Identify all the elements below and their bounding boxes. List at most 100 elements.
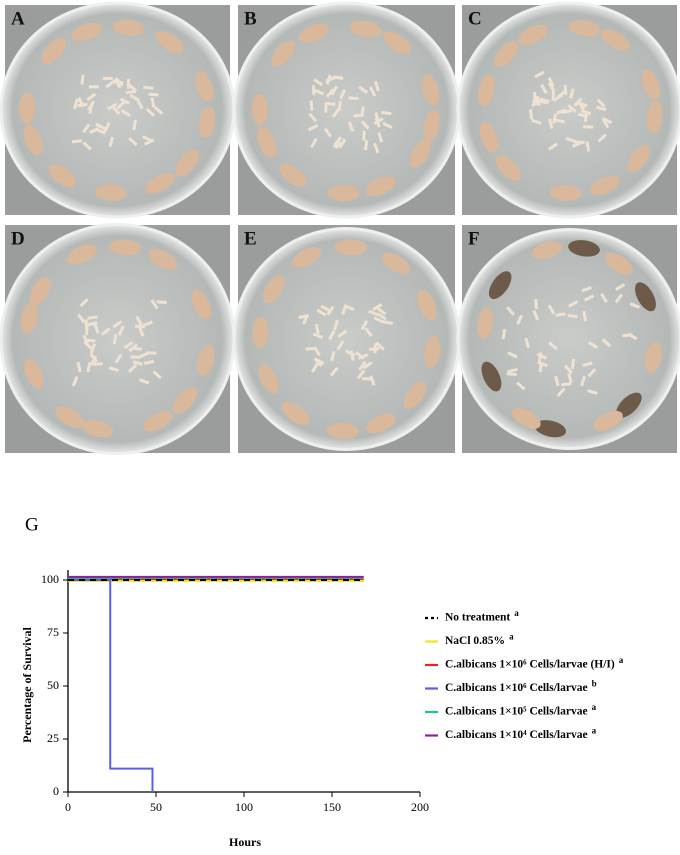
wood-shaving xyxy=(501,329,507,340)
wood-shaving xyxy=(601,117,613,125)
wood-shaving xyxy=(132,360,143,366)
wood-shaving xyxy=(567,373,573,384)
larva xyxy=(627,145,651,173)
larva xyxy=(55,406,85,428)
wood-shaving xyxy=(316,308,327,317)
wood-shaving xyxy=(358,85,369,94)
larva xyxy=(409,139,432,168)
larva xyxy=(518,24,548,46)
wood-shaving xyxy=(377,132,384,143)
wood-shaving xyxy=(596,98,606,108)
wood-shaving xyxy=(305,346,316,351)
wood-shaving xyxy=(82,141,92,151)
wood-shaving xyxy=(567,300,579,308)
wood-shaving xyxy=(597,133,607,143)
wood-shaving xyxy=(614,293,624,304)
wood-shaving xyxy=(128,137,138,147)
wood-shaving xyxy=(111,105,121,115)
larva xyxy=(145,172,175,194)
legend-significance: a xyxy=(509,632,514,642)
wood-shaving xyxy=(567,104,577,113)
larva xyxy=(279,163,307,187)
wood-shaving xyxy=(311,85,316,96)
wood-shaving xyxy=(629,302,640,309)
panel-label: D xyxy=(11,228,25,249)
wood-shaving xyxy=(335,138,341,149)
larva xyxy=(641,69,661,100)
larva xyxy=(495,155,521,181)
wood-shaving xyxy=(573,97,583,107)
larva xyxy=(477,307,494,339)
larva xyxy=(112,19,145,36)
larva xyxy=(604,252,633,275)
wood-shaving xyxy=(114,353,123,364)
wood-shaving xyxy=(80,74,85,85)
wood-shaving xyxy=(83,340,93,350)
larva xyxy=(292,246,322,268)
larva xyxy=(257,127,277,158)
wood-shaving xyxy=(112,320,123,329)
wood-shaving xyxy=(333,75,344,81)
wood-shaving xyxy=(313,88,325,96)
wood-shaving xyxy=(581,286,592,293)
larva xyxy=(263,274,285,304)
legend-significance: a xyxy=(592,726,597,736)
legend-label: C.albicans 1×10⁴ Cells/larvae xyxy=(445,729,588,741)
wood-shaving xyxy=(364,327,373,337)
larva xyxy=(252,316,269,349)
wood-shaving xyxy=(73,98,79,110)
y-tick-label: 25 xyxy=(47,731,59,745)
wood-shaving xyxy=(143,359,155,366)
wood-shaving xyxy=(325,74,332,85)
wood-shaving xyxy=(82,123,91,134)
wood-shaving xyxy=(132,119,137,131)
wood-shaving xyxy=(373,316,384,324)
wood-shaving xyxy=(87,100,96,111)
wood-shaving xyxy=(93,323,100,334)
wood-shaving xyxy=(600,292,608,303)
wood-shaving xyxy=(103,121,111,133)
wood-shaving xyxy=(309,100,314,111)
wood-shaving xyxy=(528,109,534,120)
panel-label: C xyxy=(468,8,482,29)
wood-shaving xyxy=(142,135,153,143)
wood-shaving xyxy=(92,362,103,366)
wood-shaving xyxy=(130,355,141,359)
panel-label: G xyxy=(25,514,39,535)
wood-shaving xyxy=(547,304,556,315)
wood-shaving xyxy=(583,125,594,129)
larva xyxy=(298,23,329,43)
wood-shaving xyxy=(548,341,558,351)
wood-shaving xyxy=(570,358,576,370)
wood-shaving xyxy=(534,70,545,79)
larva xyxy=(381,252,410,275)
wood-shaving xyxy=(145,107,156,117)
wood-shaving xyxy=(561,109,572,114)
wood-shaving xyxy=(119,97,131,105)
panel-label: B xyxy=(244,8,257,29)
larva xyxy=(534,420,567,438)
wood-shaving xyxy=(150,97,156,108)
wood-shaving xyxy=(554,118,565,124)
larva xyxy=(421,74,440,106)
larva xyxy=(593,410,623,432)
wood-shaving xyxy=(86,92,97,102)
wood-shaving xyxy=(77,97,85,108)
wood-shaving xyxy=(533,92,537,103)
wood-shaving xyxy=(95,122,106,131)
legend-label: C.albicans 1×10⁶ Cells/larvae xyxy=(445,682,588,694)
wood-shaving xyxy=(536,352,548,360)
larva xyxy=(71,22,102,42)
larva xyxy=(494,41,519,68)
wood-shaving xyxy=(506,306,515,316)
wood-shaving xyxy=(148,92,159,97)
wood-shaving xyxy=(349,350,355,361)
wood-shaving xyxy=(89,343,96,354)
wood-shaving xyxy=(320,304,331,313)
larva xyxy=(568,20,601,37)
larva xyxy=(143,411,173,432)
wood-shaving xyxy=(615,283,626,291)
wood-shaving xyxy=(139,378,150,385)
x-axis-label: Hours xyxy=(229,835,261,849)
